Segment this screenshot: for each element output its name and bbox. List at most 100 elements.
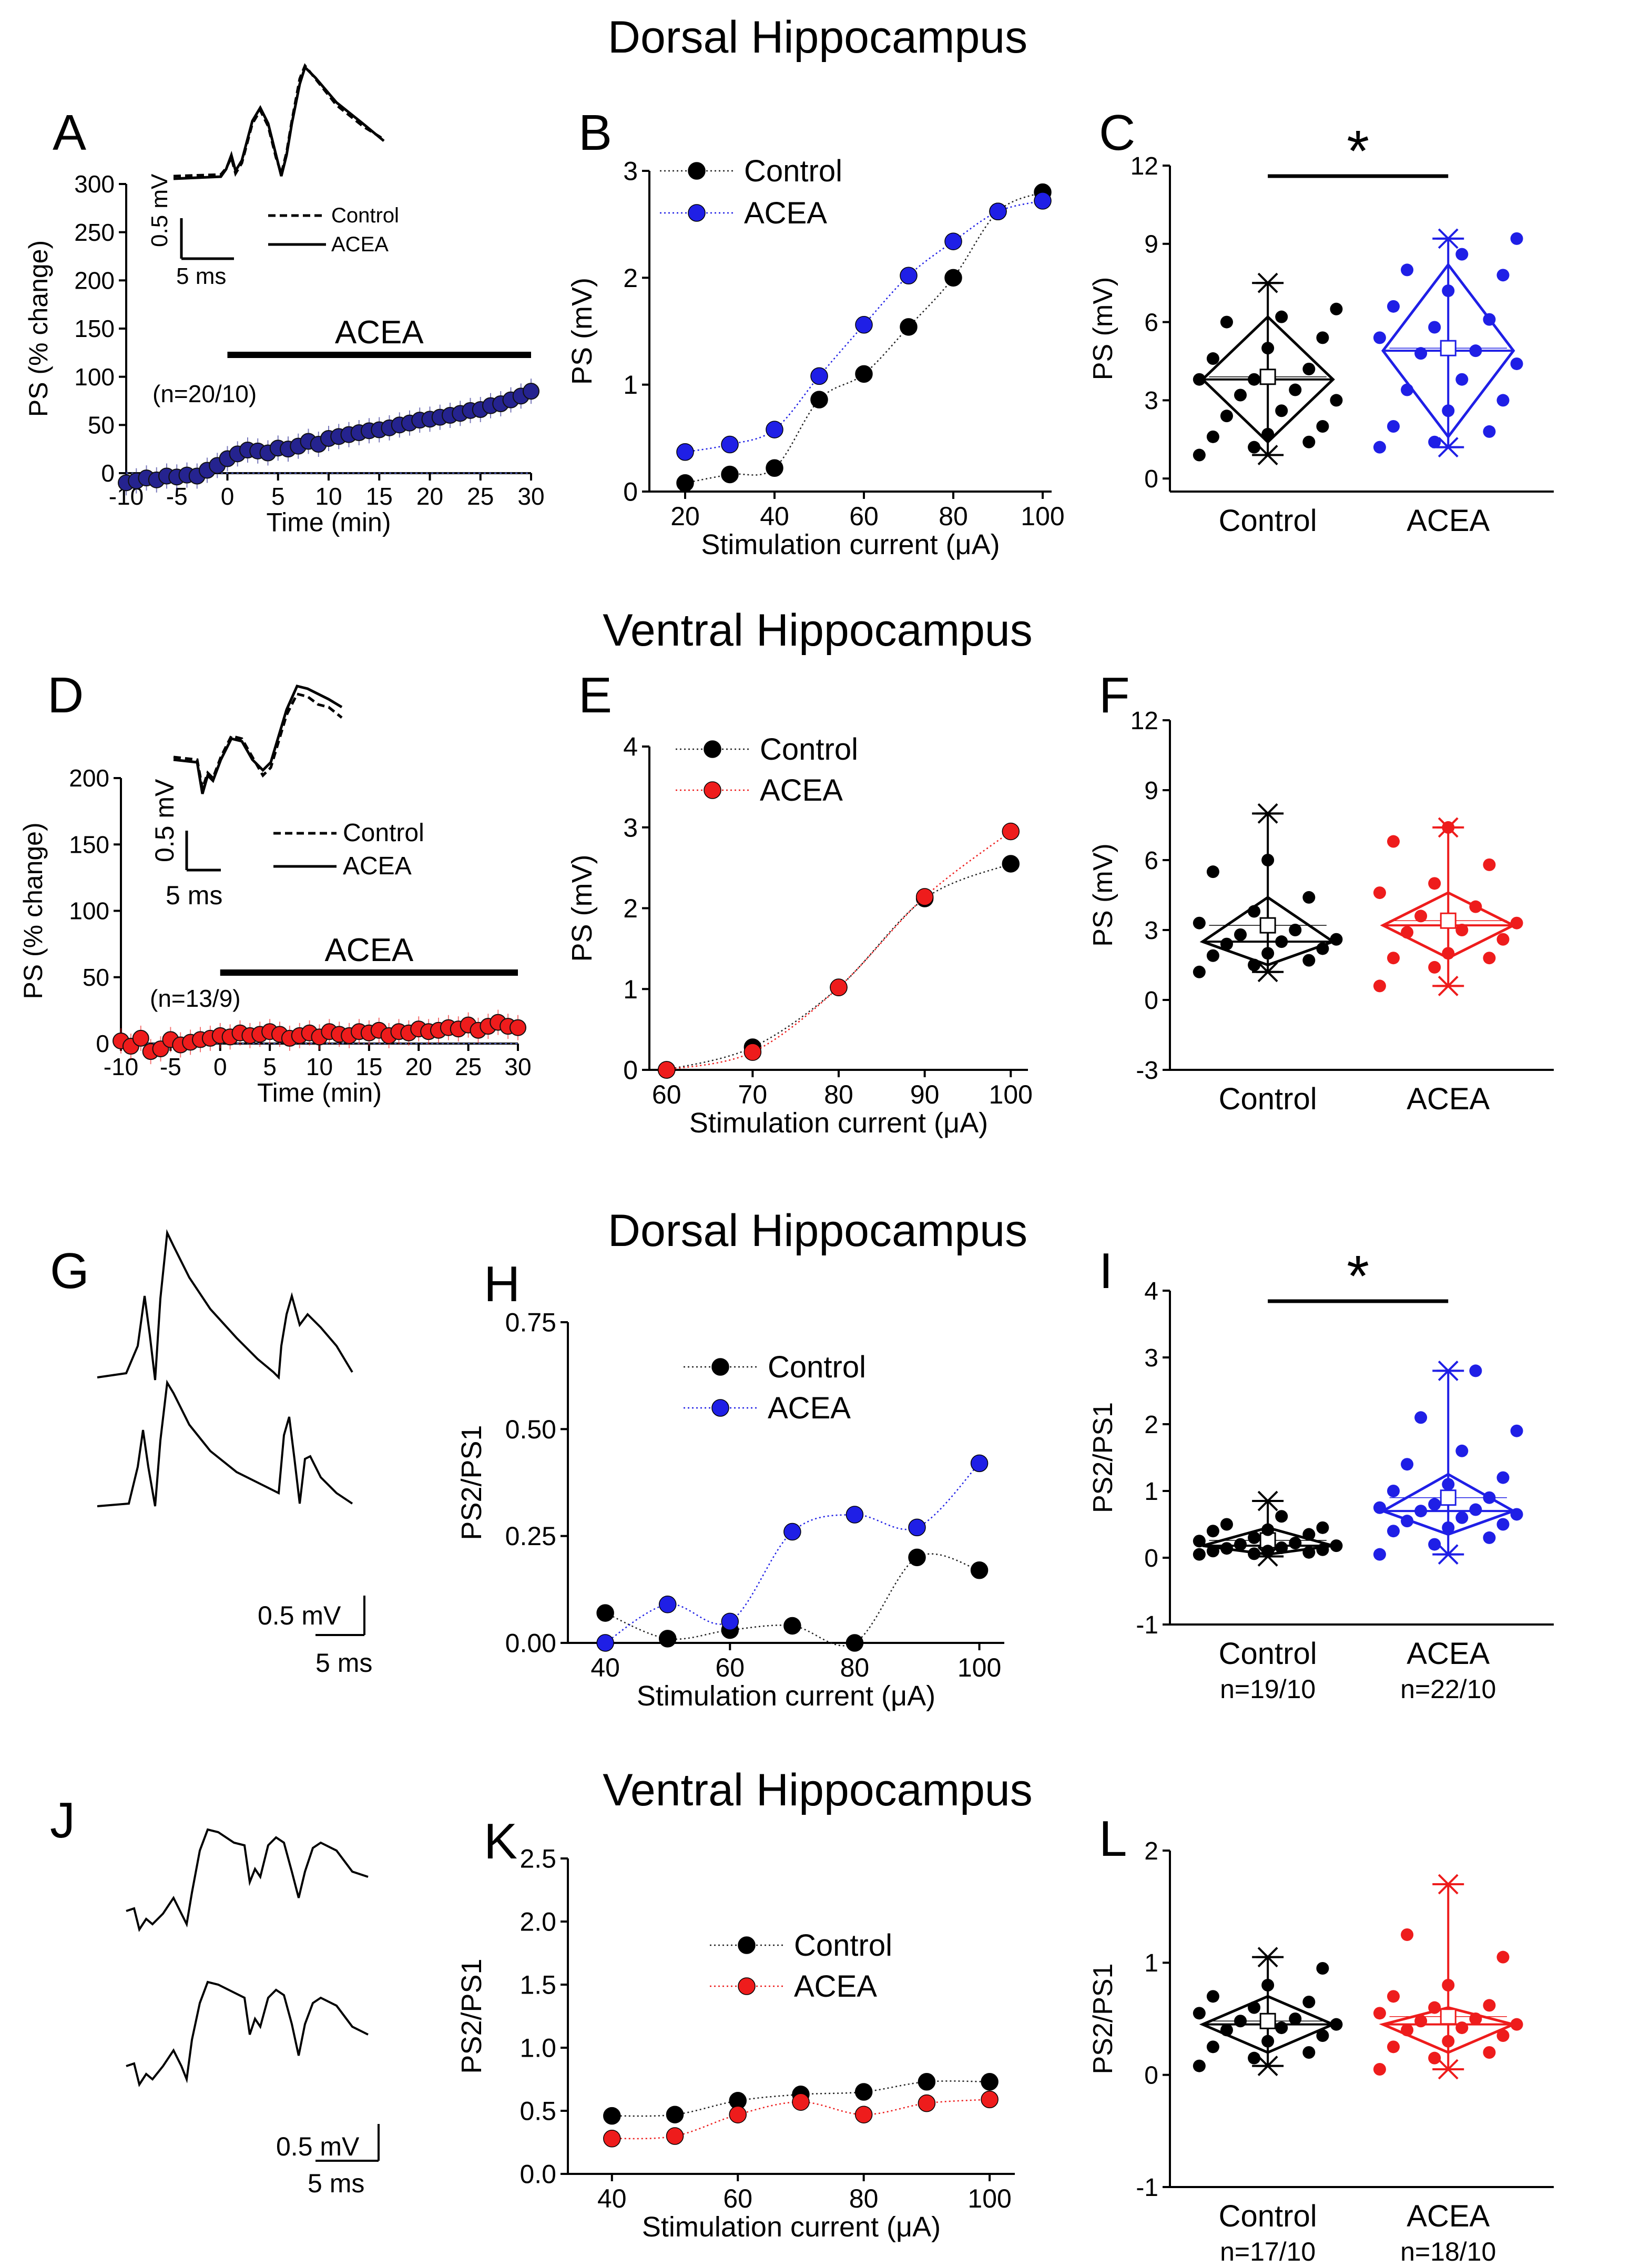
legend-label: ACEA [760,773,843,808]
trace-J-scale-label-h: 5 ms [308,2169,364,2198]
data-point [1510,232,1523,245]
series-line-control [685,191,1043,484]
y-tick-label: 1 [623,370,638,400]
x-tick-label: 10 [306,1053,333,1080]
y-tick-label: 0.5 [519,2097,556,2126]
y-tick-label: 0 [1144,2061,1158,2089]
traces-G [97,1229,365,1636]
data-point [1387,1485,1400,1497]
n-label: n=19/10 [1220,1674,1316,1704]
trace-J-scale-label-v: 0.5 mV [276,2132,360,2161]
data-point [1302,1546,1316,1559]
data-point [1483,1531,1496,1544]
data-point [1193,2007,1206,2020]
x-tick-label: 0 [221,483,235,510]
trace-G-2 [97,1379,353,1507]
legend-label: Control [760,732,858,767]
x-axis-label: Stimulation current (μA) [642,2211,941,2243]
panel-letter-E: E [578,667,612,723]
x-tick-label: 60 [723,2184,752,2213]
data-point [1206,430,1219,443]
data-point-acea [792,2093,810,2111]
y-tick-label: 300 [74,170,115,198]
extreme-marker [1256,1490,1280,1511]
y-tick-label: 6 [1144,309,1158,336]
chart-L: -1 0 1 2 PS2/PS1 Control n=17/10 ACEA n=18/10 [1088,1837,1554,2266]
title-ventral-1: Ventral Hippocampus [603,605,1032,656]
x-axis-label: Stimulation current (μA) [701,529,1000,560]
y-tick-label: 3 [1144,387,1158,415]
mean-marker [1440,912,1456,929]
extreme-marker [1437,437,1460,458]
x-tick-label: 60 [715,1653,745,1682]
data-point [510,1019,526,1036]
data-point [1496,933,1510,946]
category-label: ACEA [1407,1637,1490,1671]
data-point-control [666,2106,684,2123]
data-point [1401,383,1414,396]
data-point-acea [915,888,934,906]
n-label: n=18/10 [1400,2237,1496,2266]
data-point [1193,373,1206,386]
data-point [1330,394,1343,407]
data-point [1483,1491,1496,1504]
category-label: Control [1219,1637,1317,1671]
y-axis-label: PS (mV) [566,278,598,385]
data-point [523,383,539,400]
data-point [1401,1515,1414,1528]
extreme-marker [1256,2056,1280,2077]
x-tick-label: 80 [824,1080,853,1109]
data-point [1234,2015,1247,2028]
y-tick-label: 0 [623,477,638,507]
y-tick-label: 2.5 [519,1844,556,1874]
y-tick-label: 0 [1144,465,1158,493]
panel-letter-G: G [50,1243,89,1299]
data-point [1496,1950,1510,1964]
data-point [1206,1525,1219,1538]
data-point [1469,900,1482,913]
data-point [1302,2046,1316,2059]
data-point [1373,331,1386,344]
data-point-acea [603,2130,621,2148]
legend-marker [738,1936,756,1954]
title-dorsal-1: Dorsal Hippocampus [608,12,1027,63]
data-point [1220,2024,1233,2037]
y-axis-label: PS (% change) [24,240,53,417]
data-point [1261,342,1275,355]
panel-letter-D: D [47,667,84,723]
data-point-acea [944,232,962,250]
y-tick-label: 3 [623,157,638,186]
data-point [1289,1537,1302,1550]
data-point [1483,2046,1496,2059]
x-tick-label: 20 [670,502,700,531]
y-axis-label: PS (mV) [566,854,598,962]
data-point-control [1002,855,1020,873]
mean-marker [1440,340,1456,356]
mean-marker [1259,2012,1276,2029]
data-point [1387,300,1400,313]
extreme-marker [1437,1874,1460,1895]
x-tick-label: 80 [849,2184,879,2213]
extreme-marker [1256,962,1280,983]
data-point-acea [918,2094,936,2112]
data-point [1387,1525,1400,1538]
trace-G-1 [97,1229,353,1381]
panel-letter-K: K [484,1813,517,1869]
data-point [1387,1990,1400,2003]
data-point-control [908,1548,926,1567]
data-point [1193,1535,1206,1548]
y-axis-label: PS2/PS1 [456,1425,487,1540]
extreme-marker [1437,1360,1460,1381]
data-point-control [855,365,873,383]
x-tick-label: 100 [967,2184,1011,2213]
y-tick-label: 12 [1130,707,1158,735]
y-tick-label: 2 [1144,1837,1158,1865]
data-point [1442,947,1455,960]
data-point [1483,425,1496,438]
data-point-control [810,391,828,408]
data-point [1455,373,1469,386]
data-point [1302,891,1316,904]
series-line-control [666,863,1011,1071]
data-point [1220,315,1233,329]
y-tick-label: 3 [1144,917,1158,945]
